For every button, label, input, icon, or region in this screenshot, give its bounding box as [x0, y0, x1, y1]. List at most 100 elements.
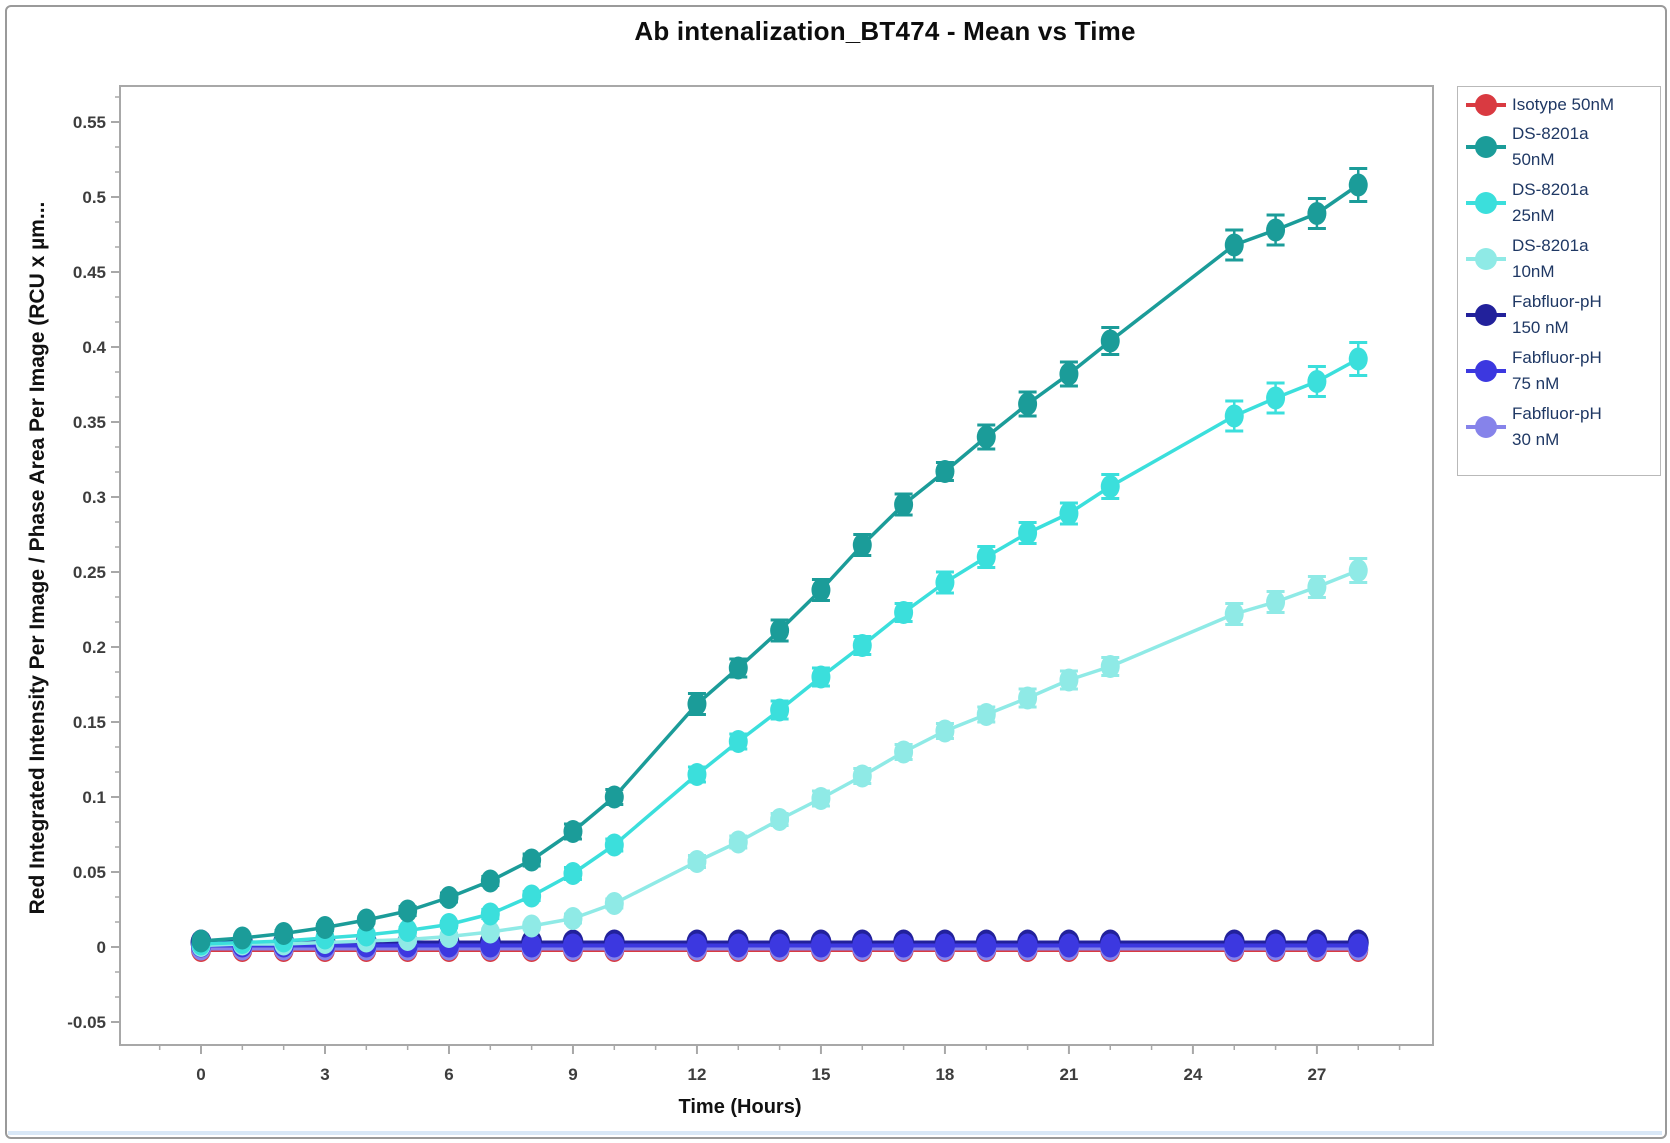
- data-point-marker: [976, 933, 997, 958]
- data-point-marker: [1018, 392, 1038, 416]
- data-point-marker: [563, 907, 583, 930]
- data-point-marker: [728, 830, 748, 854]
- data-point-marker: [728, 730, 748, 753]
- data-point-marker: [1348, 347, 1368, 371]
- data-point-marker: [770, 619, 790, 642]
- data-point-marker: [935, 571, 955, 594]
- legend-marker-icon: [1466, 192, 1506, 214]
- data-point-marker: [770, 698, 790, 722]
- data-point-marker: [1265, 933, 1286, 958]
- legend-item-fabfluor-ph-150-nm: Fabfluor-pH 150 nM: [1464, 287, 1660, 343]
- data-point-marker: [1059, 502, 1079, 525]
- data-point-marker: [315, 916, 335, 939]
- data-point-marker: [604, 892, 624, 915]
- data-point-marker: [563, 862, 583, 885]
- data-point-marker: [852, 764, 872, 788]
- data-point-marker: [1018, 521, 1038, 545]
- data-point-marker: [521, 933, 542, 958]
- legend-marker-icon: [1466, 93, 1506, 116]
- data-point-marker: [894, 740, 914, 764]
- x-tick-label: 3: [320, 1065, 329, 1084]
- data-point-marker: [935, 719, 955, 743]
- series-ds-8201a-50nm: [191, 167, 1368, 953]
- legend-marker-icon: [1466, 136, 1506, 158]
- data-point-marker: [1058, 933, 1079, 958]
- data-point-marker: [1100, 329, 1120, 353]
- y-axis-title: Red Integrated Intensity Per Image / Pha…: [26, 201, 49, 915]
- legend-item-label: DS-8201a 50nM: [1512, 124, 1589, 169]
- legend-item-label: DS-8201a 25nM: [1512, 180, 1589, 225]
- series-ds-8201a-25nm: [191, 341, 1368, 956]
- y-tick-label: -0.05: [67, 1013, 106, 1032]
- legend-marker-icon: [1466, 248, 1506, 270]
- data-point-marker: [522, 884, 542, 908]
- data-point-marker: [686, 933, 707, 958]
- legend-item-label: Isotype 50nM: [1512, 94, 1615, 114]
- data-point-marker: [439, 886, 459, 909]
- window-bottom-strip: [8, 1131, 1662, 1135]
- data-point-marker: [1266, 386, 1286, 410]
- legend-item-label: Fabfluor-pH 30 nM: [1512, 404, 1602, 449]
- y-tick-label: 0.2: [82, 638, 106, 657]
- data-point-marker: [976, 545, 996, 569]
- data-point-marker: [893, 933, 914, 958]
- data-point-marker: [1100, 933, 1121, 958]
- data-point-marker: [563, 820, 583, 843]
- data-point-marker: [274, 922, 294, 945]
- legend-item-ds-8201a-25nm: DS-8201a 25nM: [1464, 175, 1660, 231]
- data-point-marker: [687, 763, 707, 786]
- legend-item-label: DS-8201a 10nM: [1512, 236, 1589, 281]
- x-axis-title: Time (Hours): [678, 1096, 802, 1118]
- data-point-marker: [1059, 668, 1079, 692]
- data-point-marker: [356, 908, 376, 932]
- data-point-marker: [1306, 933, 1327, 958]
- data-point-marker: [1224, 933, 1245, 958]
- data-point-marker: [1348, 173, 1368, 197]
- y-tick-label: 0.35: [73, 413, 106, 432]
- x-tick-label: 18: [935, 1065, 954, 1084]
- data-point-marker: [728, 933, 749, 958]
- data-point-marker: [1100, 655, 1120, 678]
- data-point-marker: [1224, 602, 1244, 626]
- data-point-marker: [852, 634, 872, 657]
- y-tick-label: 0.15: [73, 713, 106, 732]
- data-point-marker: [1018, 686, 1038, 710]
- data-point-marker: [1266, 590, 1286, 614]
- data-point-marker: [562, 933, 583, 958]
- data-point-marker: [439, 913, 459, 936]
- legend-item-fabfluor-ph-75-nm: Fabfluor-pH 75 nM: [1464, 343, 1660, 399]
- legend: Isotype 50nM DS-8201a 50nM DS-8201a 25nM DS…: [1457, 86, 1661, 476]
- y-tick-label: 0.3: [82, 488, 106, 507]
- data-point-marker: [232, 926, 252, 950]
- data-point-marker: [1100, 475, 1120, 498]
- data-point-marker: [769, 933, 790, 958]
- data-point-marker: [398, 899, 418, 923]
- data-point-marker: [852, 533, 872, 557]
- y-tick-label: 0.4: [82, 338, 106, 357]
- chart-title: Ab intenalization_BT474 - Mean vs Time: [634, 16, 1136, 46]
- x-tick-label: 15: [811, 1065, 830, 1084]
- data-point-marker: [191, 929, 211, 953]
- y-tick-label: 0.1: [82, 788, 106, 807]
- data-point-marker: [1348, 933, 1369, 958]
- x-tick-label: 0: [196, 1065, 205, 1084]
- data-point-marker: [976, 703, 996, 726]
- plot-area: [119, 85, 1434, 1046]
- data-point-marker: [894, 493, 914, 516]
- data-point-marker: [1017, 933, 1038, 958]
- data-point-marker: [1307, 370, 1327, 393]
- legend-item-ds-8201a-10nm: DS-8201a 10nM: [1464, 231, 1660, 287]
- data-point-marker: [522, 848, 542, 872]
- data-point-marker: [1266, 218, 1286, 242]
- x-tick-label: 9: [568, 1065, 577, 1084]
- data-point-marker: [604, 833, 624, 857]
- y-tick-label: 0.05: [73, 863, 106, 882]
- y-axis: -0.05 0 0.05 0.1 0.15 0.2 0.25 0.3 0.35 0.4 0.45 0.…: [67, 96, 120, 1032]
- legend-marker-icon: [1466, 416, 1506, 438]
- x-tick-label: 21: [1059, 1065, 1078, 1084]
- x-axis: 0 3 6 9 12 15 18 21 24 27: [158, 1045, 1401, 1084]
- data-point-marker: [604, 933, 625, 958]
- data-point-marker: [976, 425, 996, 449]
